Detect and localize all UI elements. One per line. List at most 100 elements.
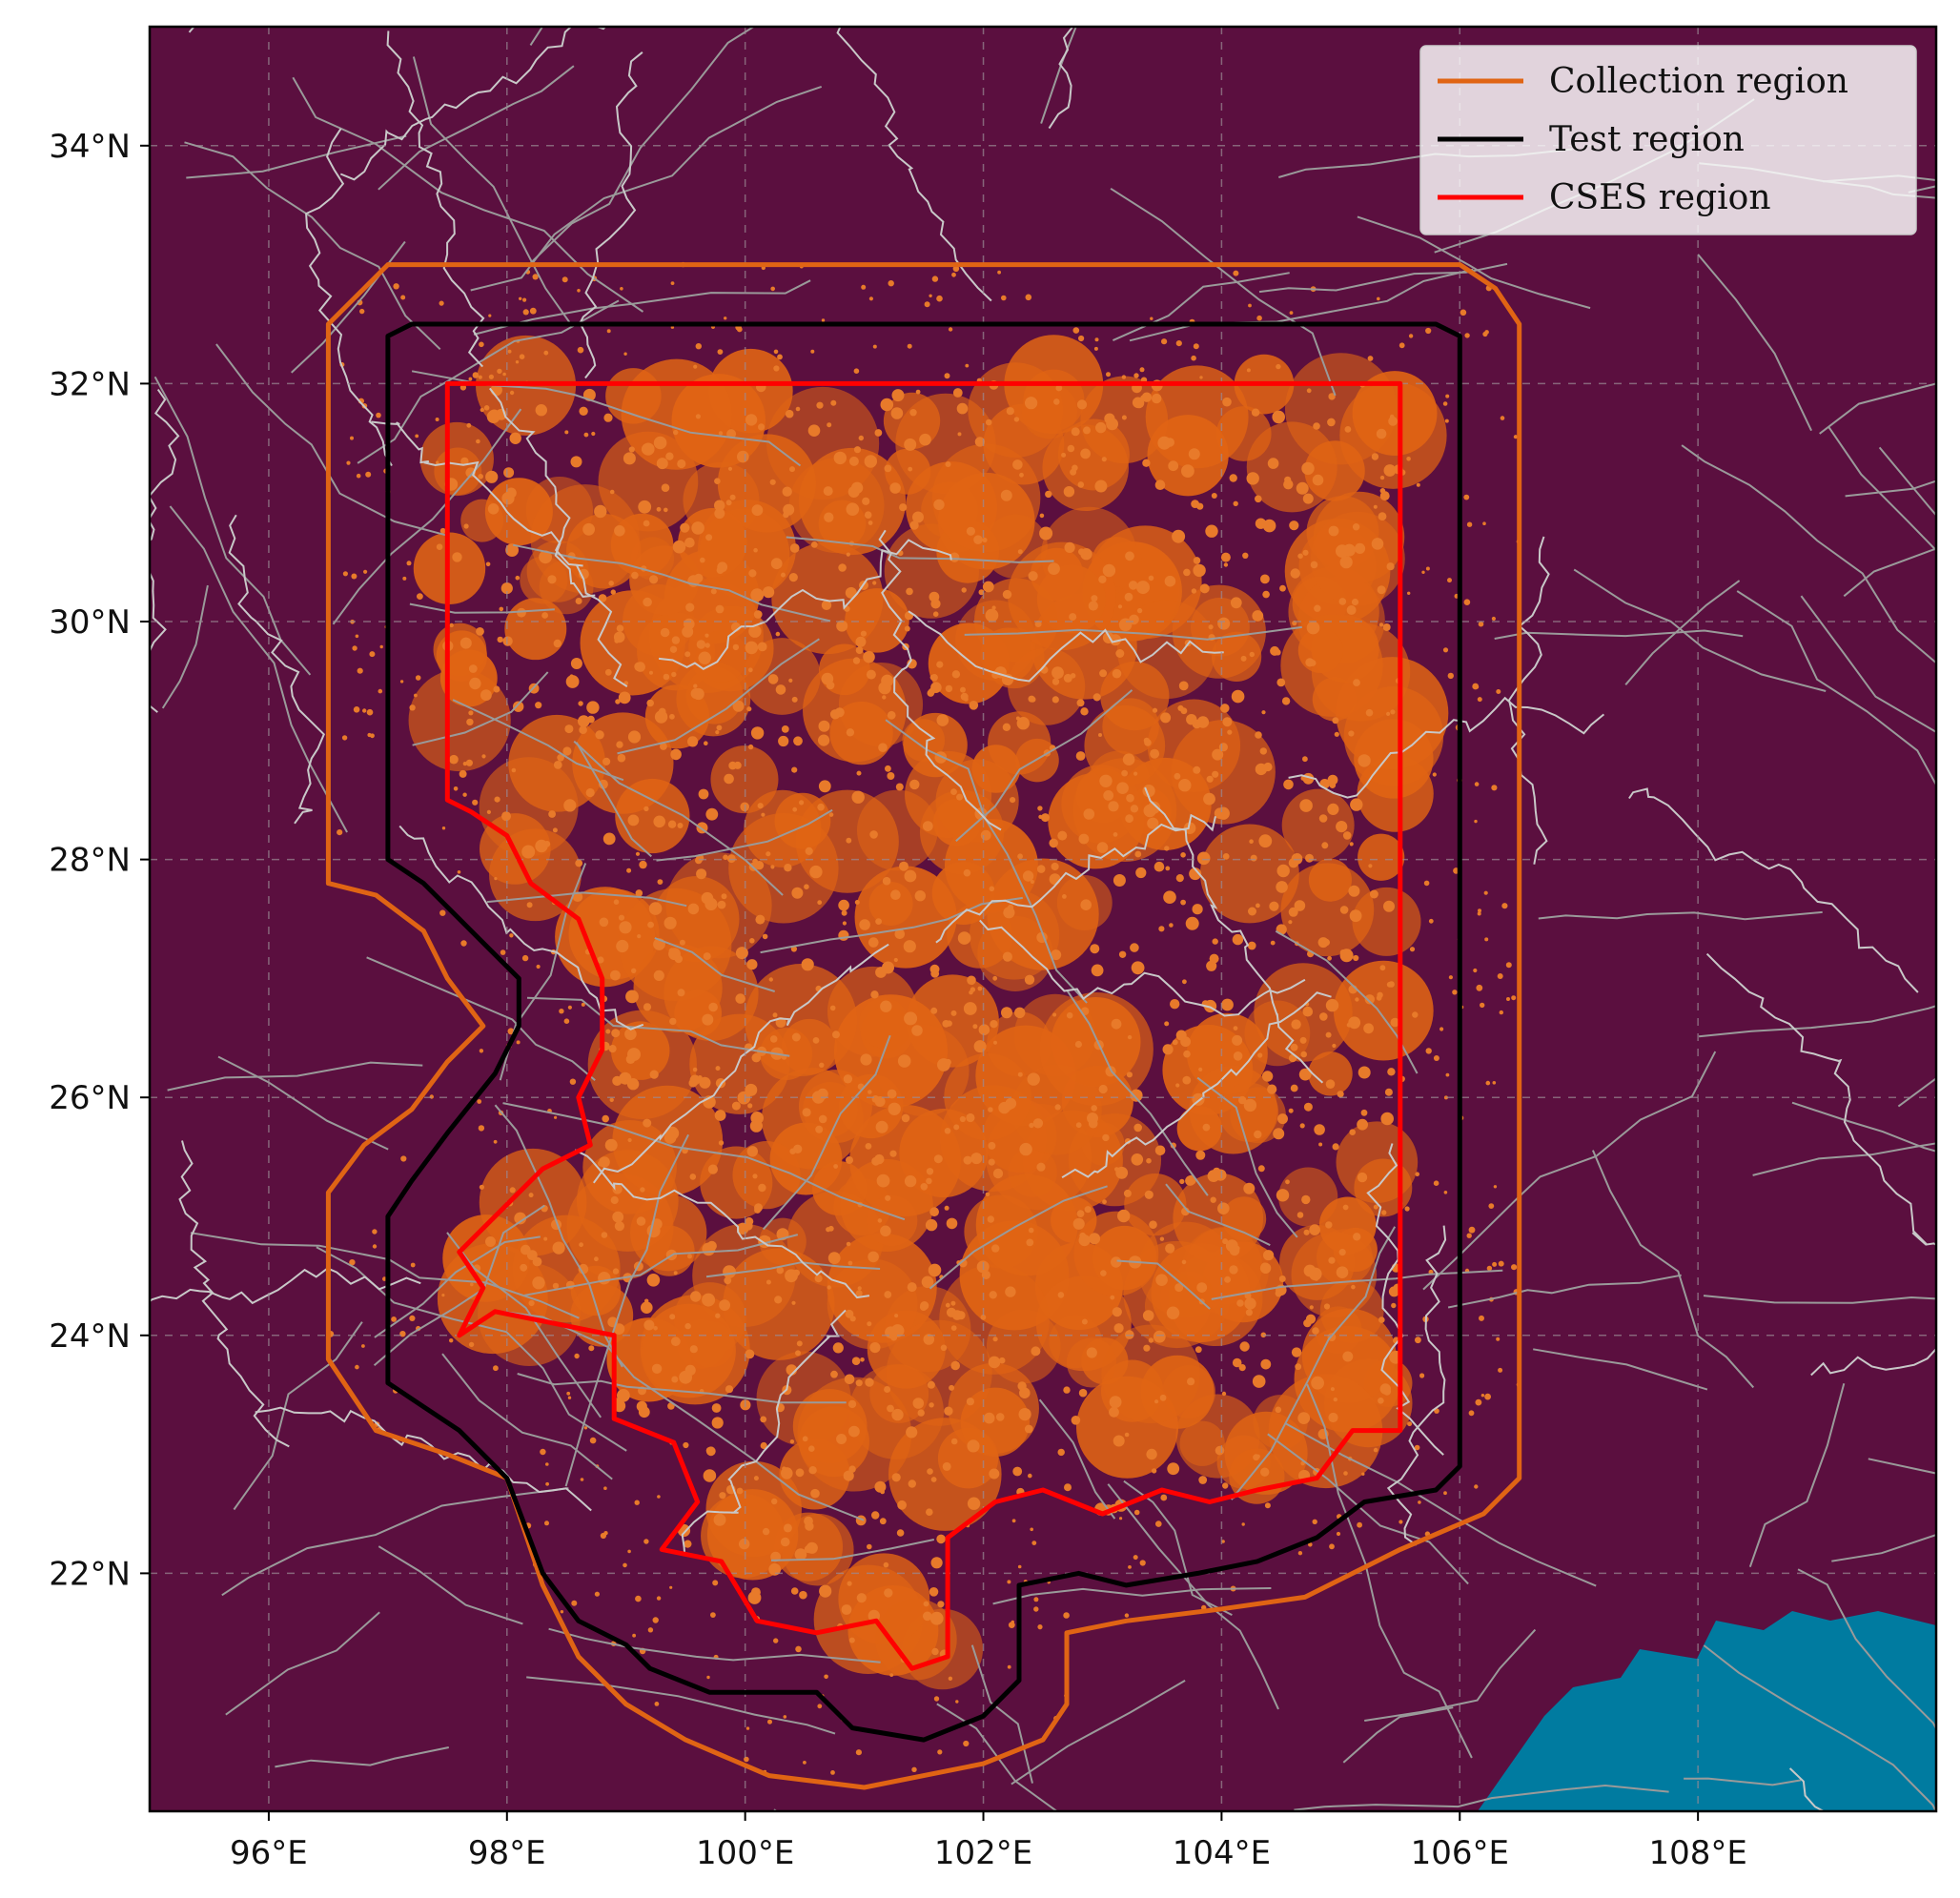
event-point — [929, 1587, 939, 1597]
seismicity-cluster — [886, 1319, 992, 1426]
event-point — [884, 1291, 892, 1298]
event-point — [575, 859, 583, 867]
event-point — [631, 571, 639, 580]
event-point — [1419, 1373, 1425, 1378]
event-point — [914, 890, 926, 902]
event-point — [352, 645, 357, 651]
event-point — [1378, 512, 1387, 521]
fault-line — [1447, 1274, 1682, 1309]
seismicity-cluster — [1171, 720, 1276, 825]
event-point — [1017, 853, 1023, 860]
event-point — [781, 725, 789, 733]
event-point — [718, 510, 725, 517]
event-point — [1378, 1316, 1385, 1323]
event-point — [890, 1324, 905, 1337]
event-point — [887, 772, 895, 780]
event-point — [1154, 1399, 1159, 1404]
event-point — [1150, 316, 1154, 320]
event-point — [1260, 1358, 1272, 1370]
fault-line — [529, 27, 756, 264]
event-point — [992, 1168, 1004, 1179]
event-point — [684, 651, 691, 658]
event-point — [595, 730, 604, 740]
legend-label-cses: CSES region — [1549, 178, 1771, 217]
event-point — [677, 989, 685, 997]
event-point — [543, 841, 551, 847]
event-point — [700, 557, 705, 563]
event-point — [1222, 853, 1230, 860]
event-point — [855, 1749, 863, 1756]
event-point — [1153, 1330, 1166, 1343]
event-point — [684, 537, 695, 548]
event-point — [973, 535, 983, 544]
event-point — [602, 1114, 609, 1123]
event-point — [414, 693, 418, 698]
event-point — [952, 388, 963, 398]
event-point — [653, 1326, 658, 1331]
event-point — [500, 582, 513, 595]
event-point — [1258, 834, 1273, 848]
event-point — [1075, 1122, 1082, 1129]
event-point — [926, 1177, 932, 1185]
event-point — [480, 407, 484, 413]
event-point — [695, 856, 703, 865]
event-point — [1170, 999, 1180, 1010]
event-point — [1212, 748, 1224, 761]
event-point — [1460, 309, 1467, 316]
event-point — [1150, 748, 1160, 759]
event-point — [1049, 873, 1061, 886]
event-point — [770, 558, 783, 570]
event-point — [449, 1338, 454, 1343]
event-point — [569, 1078, 577, 1085]
event-point — [944, 373, 950, 379]
event-point — [1051, 862, 1059, 871]
event-point — [1178, 779, 1192, 792]
event-point — [874, 1480, 887, 1493]
event-point — [998, 1101, 1011, 1114]
event-point — [1220, 552, 1231, 562]
event-point — [1468, 1226, 1476, 1234]
event-point — [439, 300, 444, 306]
province-border — [592, 943, 889, 1184]
event-point — [965, 363, 970, 368]
event-point — [1474, 1484, 1479, 1489]
event-point — [894, 1314, 899, 1318]
event-point — [848, 1465, 856, 1473]
event-point — [653, 436, 667, 450]
event-point — [449, 754, 459, 765]
event-point — [541, 612, 548, 619]
event-point — [1303, 1318, 1312, 1328]
event-point — [891, 1408, 904, 1421]
event-point — [1193, 563, 1206, 578]
event-point — [601, 1232, 608, 1238]
fault-line — [275, 1746, 450, 1768]
event-point — [1049, 838, 1058, 848]
event-point — [803, 1761, 806, 1765]
event-point — [552, 827, 558, 833]
fault-line — [1110, 187, 1337, 397]
event-point — [439, 909, 446, 916]
event-point — [739, 1538, 750, 1550]
event-point — [1087, 1112, 1098, 1124]
event-point — [687, 903, 700, 915]
event-point — [966, 1398, 975, 1406]
event-point — [1442, 647, 1449, 653]
event-point — [560, 1610, 564, 1614]
province-border — [150, 1267, 421, 1305]
event-point — [923, 1334, 935, 1345]
event-point — [1039, 513, 1045, 519]
event-point — [654, 1702, 660, 1706]
event-point — [1112, 1307, 1122, 1317]
event-point — [713, 1513, 726, 1526]
event-point — [544, 1520, 549, 1526]
event-point — [1368, 864, 1373, 868]
event-point — [1338, 598, 1347, 605]
event-point — [1361, 1472, 1365, 1476]
event-point — [701, 891, 714, 905]
fault-line — [167, 1061, 423, 1092]
event-point — [1513, 435, 1518, 439]
event-point — [1243, 1098, 1257, 1112]
event-point — [1288, 907, 1298, 917]
event-point — [1301, 1194, 1311, 1205]
seismicity-cluster — [1172, 584, 1266, 679]
